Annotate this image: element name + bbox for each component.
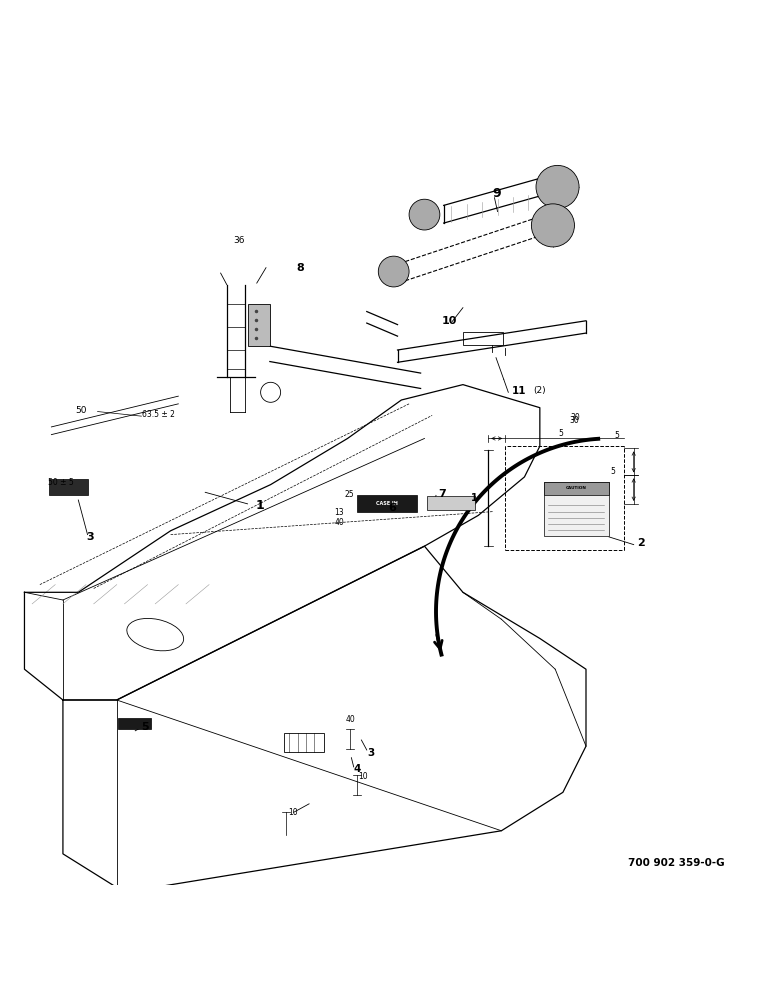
Text: 5: 5 (611, 467, 615, 476)
Bar (427, 496, 476, 510)
Text: CAUTION: CAUTION (566, 486, 587, 490)
Text: 63.5 ± 2: 63.5 ± 2 (142, 410, 175, 419)
Text: 7: 7 (438, 489, 446, 499)
Text: 2: 2 (638, 538, 645, 548)
Bar (118, 718, 151, 729)
Bar (357, 495, 417, 512)
Text: 30: 30 (570, 416, 580, 425)
Text: 36: 36 (234, 236, 245, 245)
Circle shape (409, 199, 440, 230)
Text: 1: 1 (471, 493, 477, 503)
Text: 10: 10 (358, 772, 368, 781)
Text: 40: 40 (334, 518, 344, 527)
Text: 30: 30 (571, 413, 581, 422)
Text: 6: 6 (388, 503, 396, 513)
Text: 5: 5 (558, 429, 564, 438)
Bar (463, 332, 503, 345)
Text: 13: 13 (334, 508, 344, 517)
Bar (249, 304, 270, 346)
Text: 10: 10 (442, 316, 457, 326)
Text: 9: 9 (493, 187, 501, 200)
Text: CASE IH: CASE IH (376, 501, 398, 506)
Circle shape (536, 165, 579, 208)
Text: 50: 50 (75, 406, 86, 415)
Circle shape (378, 256, 409, 287)
Text: 5: 5 (615, 431, 619, 440)
Text: 1: 1 (256, 499, 264, 512)
Text: 5: 5 (141, 722, 149, 732)
Text: 8: 8 (296, 263, 304, 273)
Bar (543, 482, 609, 536)
Text: 700 902 359-0-G: 700 902 359-0-G (628, 858, 725, 868)
Text: 4: 4 (354, 764, 361, 774)
Bar (543, 482, 609, 495)
Text: 3: 3 (86, 532, 93, 542)
Text: 40: 40 (346, 715, 356, 724)
Text: 11: 11 (511, 386, 526, 396)
Bar (49, 479, 87, 495)
Text: 50 ± 5: 50 ± 5 (48, 478, 73, 487)
Text: 10: 10 (288, 808, 298, 817)
Bar (284, 733, 324, 752)
Circle shape (531, 204, 574, 247)
Text: 3: 3 (367, 748, 374, 758)
Text: 25: 25 (344, 490, 354, 499)
Text: (2): (2) (533, 386, 547, 395)
